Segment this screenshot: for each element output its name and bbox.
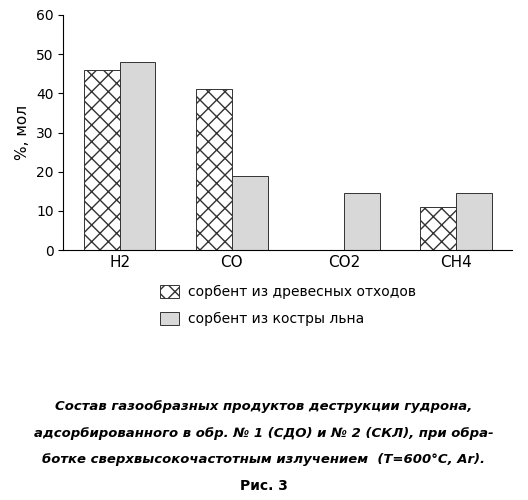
Text: Рис. 3: Рис. 3 [240, 479, 288, 493]
Bar [196, 90, 232, 250]
Bar [84, 70, 120, 250]
Bar [456, 193, 492, 250]
Text: адсорбированного в обр. № 1 (СДО) и № 2 (СКЛ), при обра-: адсорбированного в обр. № 1 (СДО) и № 2 … [34, 428, 494, 440]
Legend: сорбент из древесных отходов, сорбент из костры льна: сорбент из древесных отходов, сорбент из… [156, 280, 420, 330]
Text: Состав газообразных продуктов деструкции гудрона,: Состав газообразных продуктов деструкции… [55, 400, 473, 413]
Y-axis label: %, мол: %, мол [15, 105, 31, 160]
Bar [420, 207, 456, 250]
Bar [120, 62, 156, 250]
Bar [344, 193, 380, 250]
Bar [232, 176, 268, 250]
Text: ботке сверхвысокочастотным излучением  (T=600°C, Ar).: ботке сверхвысокочастотным излучением (T… [42, 452, 486, 466]
